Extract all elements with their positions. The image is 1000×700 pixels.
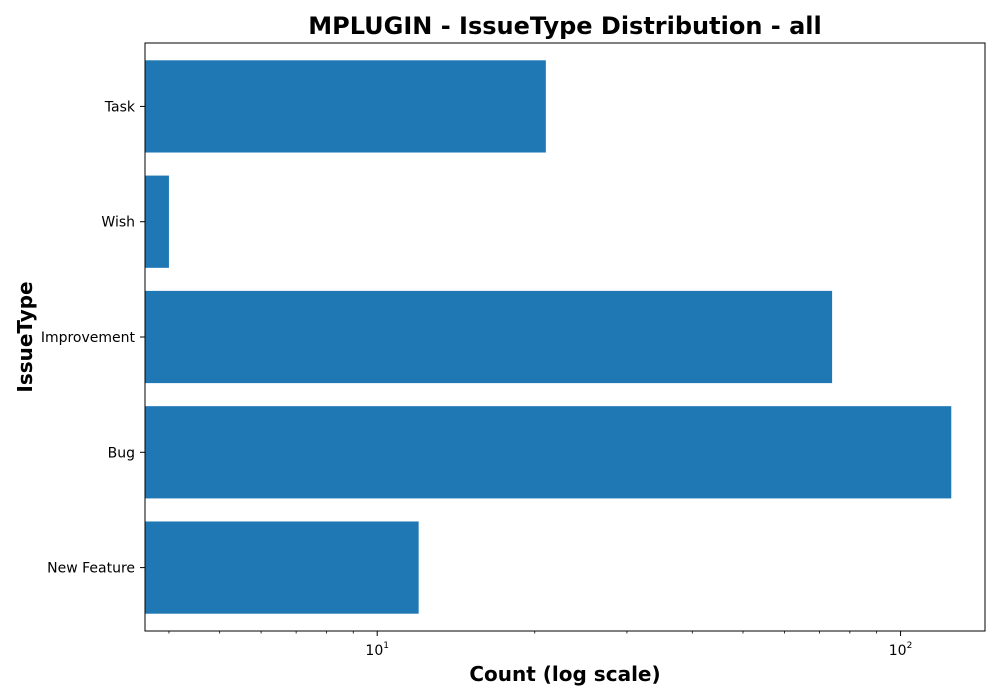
x-tick-label: 102: [889, 641, 913, 659]
bar-bug: [145, 406, 952, 499]
y-tick-label: Bug: [108, 445, 135, 461]
ticks-layer: New Feature Bug Improvement Wish Task 101 102: [41, 99, 913, 659]
bar-task: [145, 60, 546, 153]
bar-improvement: [145, 290, 833, 384]
x-tick-label: 101: [365, 641, 389, 659]
y-tick-label: New Feature: [47, 561, 135, 577]
y-tick-label: Wish: [101, 215, 135, 231]
bars-layer: [145, 60, 952, 614]
plot-frame: [144, 42, 986, 632]
bar-wish: [145, 175, 169, 268]
x-axis-label: Count (log scale): [469, 662, 660, 686]
bar-new-feature: [145, 521, 419, 614]
y-tick-label: Task: [104, 99, 136, 115]
chart-title: MPLUGIN - IssueType Distribution - all: [308, 12, 821, 40]
y-tick-label: Improvement: [41, 330, 136, 346]
y-axis-label: IssueType: [13, 281, 37, 392]
